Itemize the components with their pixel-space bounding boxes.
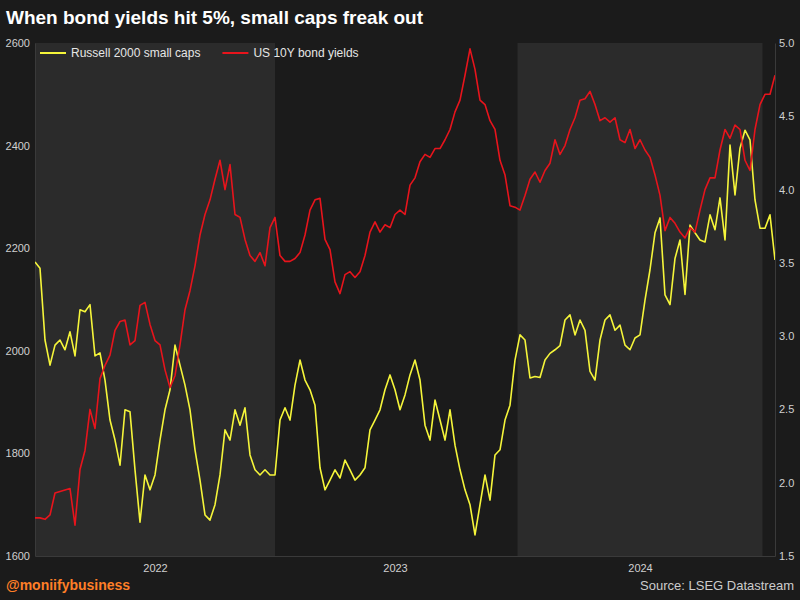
legend-label: US 10Y bond yields [253,46,358,60]
tick: 1.5 [775,550,794,562]
legend-swatch [222,52,248,54]
tick: 2600 [6,37,35,49]
tick: 3.0 [775,330,794,342]
tick: 2023 [383,556,407,574]
axis-line [36,556,776,557]
tick-label: 4.0 [779,184,794,196]
tick-label: 1.5 [779,550,794,562]
tick: 2200 [6,242,35,254]
title: When bond yields hit 5%, small caps frea… [6,7,424,28]
axis-line [35,44,36,557]
tick: 1600 [6,550,35,562]
tick: 1800 [6,447,35,459]
series-line [35,49,775,525]
tick-label: 2400 [6,140,30,152]
legend-item: Russell 2000 small caps [40,46,200,60]
tick-label: 1800 [6,447,30,459]
tick: 2400 [6,140,35,152]
tick: 2.5 [775,403,794,415]
axis-line [775,44,776,557]
tick-label: 1600 [6,550,30,562]
credit: @moniifybusiness [6,577,130,593]
tick: 2022 [143,556,167,574]
x-axis: 2022 2023 2024 [36,556,776,574]
source: Source: LSEG Datastream [640,578,794,593]
legend-swatch [40,52,66,54]
tick: 2024 [628,556,652,574]
tick: 4.5 [775,110,794,122]
tick-label: 3.5 [779,257,794,269]
tick-label: 2600 [6,37,30,49]
year-band [518,43,763,556]
year-band [35,43,275,556]
tick: 2.0 [775,477,794,489]
legend-label: Russell 2000 small caps [71,46,200,60]
tick-label: 5.0 [779,37,794,49]
tick: 5.0 [775,37,794,49]
y-axis: 1600 1800 2000 2200 2400 2600 [6,37,36,562]
tick-label: 2.0 [779,477,794,489]
plot-area [35,49,775,535]
y2-axis: 1.5 2.0 2.5 3.0 3.5 4.0 4.5 5.0 [775,37,794,562]
chart: 1600 1800 2000 2200 2400 2600 1.5 2.0 2.5 3.0 3.5 4… [0,0,800,600]
tick: 2000 [6,345,35,357]
tick-label: 2200 [6,242,30,254]
tick: 4.0 [775,184,794,196]
tick-label: 2.5 [779,403,794,415]
tick-label: 3.0 [779,330,794,342]
tick-label: 4.5 [779,110,794,122]
legend: Russell 2000 small caps US 10Y bond yield… [40,46,359,60]
tick: 3.5 [775,257,794,269]
tick-label: 2022 [143,562,167,574]
series-line [35,130,775,535]
tick-label: 2024 [628,562,652,574]
background [0,0,800,600]
tick-label: 2023 [383,562,407,574]
legend-item: US 10Y bond yields [222,46,358,60]
tick-label: 2000 [6,345,30,357]
